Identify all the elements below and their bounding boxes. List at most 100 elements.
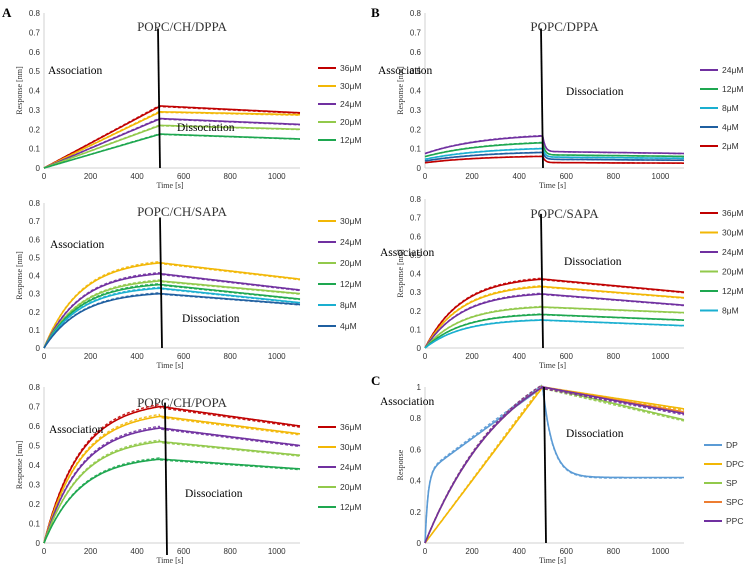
legend-label: DPC [726, 459, 744, 469]
x-tick-label: 0 [42, 172, 47, 181]
y-tick-label: 0.5 [410, 67, 422, 76]
legend-label: 30μM [340, 216, 361, 226]
panel-letter: C [371, 373, 380, 388]
series-line-PPC [424, 386, 685, 544]
y-tick-label: 0.1 [29, 145, 41, 154]
series-line-12μM [424, 313, 685, 349]
x-tick-label: 400 [130, 352, 144, 361]
y-tick-label: 0.8 [29, 383, 41, 392]
y-tick-label: 0.2 [410, 307, 422, 316]
dissociation-label: Dissociation [566, 428, 624, 440]
y-tick-label: 0.7 [29, 217, 41, 226]
y-tick-label: 0.3 [29, 106, 41, 115]
legend-label: 36μM [722, 208, 743, 218]
fit-line-30μM [43, 110, 301, 169]
series-line-4μM [424, 151, 685, 162]
x-tick-label: 1000 [268, 547, 286, 556]
dissociation-divider [159, 217, 163, 349]
y-tick-label: 0.7 [29, 403, 41, 412]
x-tick-label: 0 [42, 352, 47, 361]
series-line-20μM [43, 280, 301, 349]
fit-line-30μM [43, 413, 301, 544]
x-tick-label: 800 [224, 352, 238, 361]
chart-title: POPC/CH/SAPA [137, 204, 227, 219]
y-tick-label: 0.6 [29, 422, 41, 431]
chart-A2: POPC/CH/SAPA 0 0.1 0.2 0.3 0.4 0.5 0.6 0.7 0.8 0 20… [15, 199, 361, 370]
x-tick-label: 200 [84, 172, 98, 181]
y-tick-label: 0.3 [410, 288, 422, 297]
legend-label: 36μM [340, 422, 361, 432]
series-line-24μM [43, 272, 301, 349]
y-tick-label: 0.2 [29, 500, 41, 509]
legend-label: 12μM [722, 84, 743, 94]
y-tick-label: 0.4 [29, 272, 41, 281]
y-tick-label: 0.1 [29, 520, 41, 529]
x-axis-label: Time [s] [539, 181, 566, 190]
series-line-24μM [43, 117, 300, 169]
association-label: Association [380, 247, 435, 259]
y-axis-label: Response [nm] [15, 251, 24, 300]
series-line-36μM [43, 405, 301, 544]
x-axis-label: Time [s] [156, 361, 183, 370]
x-tick-label: 600 [560, 172, 574, 181]
series-line-36μM [424, 278, 685, 349]
legend-label: 30μM [722, 228, 743, 238]
legend-label: PPC [726, 516, 743, 526]
x-tick-label: 200 [465, 172, 479, 181]
legend-label: SPC [726, 497, 743, 507]
series-line-12μM [43, 133, 300, 169]
x-tick-label: 400 [513, 547, 527, 556]
y-tick-label: 0.4 [410, 270, 422, 279]
series-line-8μM [424, 319, 684, 349]
y-tick-label: 0 [417, 344, 422, 353]
dissociation-divider [164, 402, 168, 556]
x-axis-label: Time [s] [539, 361, 566, 370]
fit-line-12μM [43, 457, 300, 544]
legend-label: 30μM [340, 81, 361, 91]
y-tick-label: 0.4 [410, 87, 422, 96]
x-tick-label: 1000 [652, 172, 670, 181]
y-axis-label: Response [nm] [15, 441, 24, 490]
x-tick-label: 0 [423, 172, 428, 181]
x-tick-label: 800 [607, 352, 621, 361]
legend-label: 12μM [722, 286, 743, 296]
x-tick-label: 1000 [652, 547, 670, 556]
y-tick-label: 0.2 [29, 308, 41, 317]
y-tick-label: 0.7 [410, 214, 422, 223]
y-tick-label: 0.4 [410, 477, 422, 486]
x-tick-label: 600 [177, 172, 191, 181]
chart-B2: POPC/SAPA 0 0.1 0.2 0.3 0.4 0.5 0.6 0.7 0.8 0 200 40… [380, 195, 743, 370]
legend-label: 24μM [340, 99, 361, 109]
x-tick-label: 600 [177, 547, 191, 556]
y-tick-label: 0.6 [410, 232, 422, 241]
y-tick-label: 0.5 [29, 442, 41, 451]
legend-label: 24μM [722, 247, 743, 257]
series-line-8μM [424, 147, 684, 161]
series-line-12μM [43, 283, 301, 349]
y-axis-label: Response [nm] [396, 249, 405, 298]
association-label: Association [380, 396, 435, 408]
y-tick-label: 0.6 [410, 445, 422, 454]
series-line-DP [424, 385, 684, 544]
legend-label: 20μM [340, 482, 361, 492]
x-axis-label: Time [s] [156, 556, 183, 565]
legend-label: 2μM [722, 141, 739, 151]
x-tick-label: 800 [607, 172, 621, 181]
y-axis-label: Response [396, 449, 405, 480]
series-line-12μM [43, 458, 301, 544]
legend-label: 20μM [340, 117, 361, 127]
chart-C: C 0 0.2 0.4 0.6 0.8 1 0 200 400 600 800 1000 Time [s]… [371, 373, 744, 565]
y-tick-label: 1 [417, 383, 422, 392]
series-line-30μM [43, 415, 301, 544]
y-tick-label: 0.3 [410, 106, 422, 115]
y-tick-label: 0 [417, 539, 422, 548]
series-line-4μM [43, 292, 301, 349]
x-tick-label: 400 [130, 172, 144, 181]
x-tick-label: 200 [465, 547, 479, 556]
legend-label: DP [726, 440, 738, 450]
series-line-24μM [43, 427, 301, 544]
x-axis-label: Time [s] [539, 556, 566, 565]
association-label: Association [49, 424, 104, 436]
fit-line-20μM [43, 439, 301, 544]
